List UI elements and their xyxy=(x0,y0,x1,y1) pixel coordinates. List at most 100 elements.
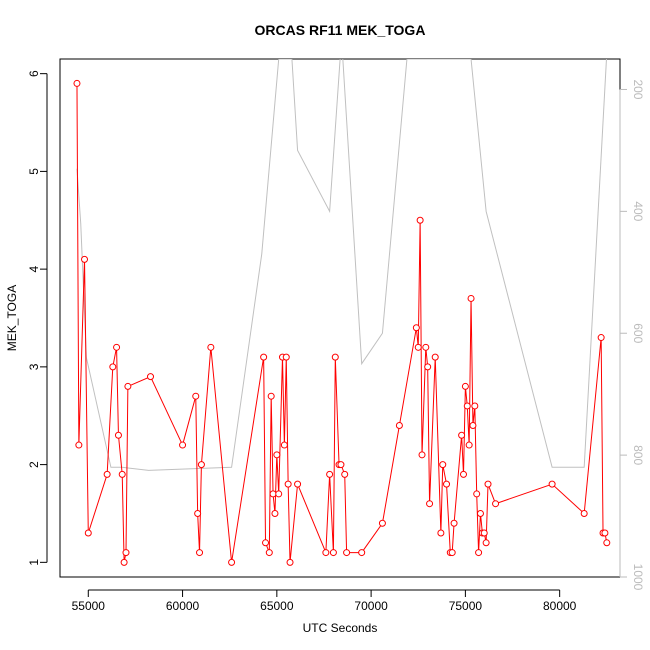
data-point xyxy=(343,549,351,557)
data-point xyxy=(450,519,458,527)
data-point xyxy=(197,461,205,469)
data-point xyxy=(267,392,275,400)
data-point xyxy=(416,216,424,224)
data-point xyxy=(196,549,204,557)
data-point xyxy=(460,470,468,478)
data-point xyxy=(84,529,92,537)
data-point xyxy=(273,451,281,459)
data-point xyxy=(271,509,279,517)
y-tick-label: 6 xyxy=(27,70,41,77)
data-point xyxy=(443,480,451,488)
y-tick-label: 5 xyxy=(27,168,41,175)
data-point xyxy=(448,549,456,557)
data-point xyxy=(275,490,283,498)
data-point xyxy=(548,480,556,488)
right-tick-label: 800 xyxy=(631,445,645,465)
plot-box xyxy=(59,58,621,578)
background-series xyxy=(76,59,607,471)
data-point xyxy=(358,549,366,557)
y-tick-label: 1 xyxy=(27,559,41,566)
data-point xyxy=(458,431,466,439)
data-point xyxy=(424,363,432,371)
data-point xyxy=(492,500,500,508)
data-point xyxy=(113,343,121,351)
data-point xyxy=(603,539,611,547)
y-tick-label: 4 xyxy=(27,265,41,272)
data-point xyxy=(412,324,420,332)
data-point xyxy=(437,529,445,537)
data-point xyxy=(326,470,334,478)
data-point xyxy=(262,539,270,547)
series-line xyxy=(76,83,608,563)
data-point xyxy=(109,363,117,371)
x-tick-label: 55000 xyxy=(72,599,106,613)
data-point xyxy=(124,382,132,390)
data-point xyxy=(484,480,492,488)
data-point xyxy=(103,470,111,478)
data-point xyxy=(480,529,488,537)
data-point xyxy=(282,353,290,361)
right-tick-label: 1000 xyxy=(631,564,645,591)
data-point xyxy=(329,549,337,557)
data-point xyxy=(580,509,588,517)
data-point xyxy=(597,334,605,342)
x-tick-label: 60000 xyxy=(166,599,200,613)
data-point xyxy=(414,343,422,351)
data-point xyxy=(120,558,128,566)
data-point xyxy=(284,480,292,488)
data-point xyxy=(378,519,386,527)
data-point xyxy=(179,441,187,449)
data-point xyxy=(269,490,277,498)
chart-title: ORCAS RF11 MEK_TOGA xyxy=(255,22,426,38)
data-point xyxy=(471,402,479,410)
data-point xyxy=(395,422,403,430)
right-tick-label: 400 xyxy=(631,201,645,221)
data-point xyxy=(75,441,83,449)
background-series-line xyxy=(76,59,607,471)
data-point xyxy=(122,549,130,557)
data-point xyxy=(418,451,426,459)
y-axis-label: MEK_TOGA xyxy=(5,285,19,351)
data-point xyxy=(280,441,288,449)
data-point xyxy=(475,549,483,557)
x-tick-label: 70000 xyxy=(354,599,388,613)
data-point xyxy=(476,509,484,517)
data-point xyxy=(465,441,473,449)
data-point xyxy=(482,539,490,547)
right-tick-label: 200 xyxy=(631,79,645,99)
x-tick-label: 65000 xyxy=(260,599,294,613)
data-point xyxy=(114,431,122,439)
data-point xyxy=(331,353,339,361)
data-point xyxy=(473,490,481,498)
data-point xyxy=(601,529,609,537)
data-point xyxy=(322,549,330,557)
data-point xyxy=(431,353,439,361)
y-tick-label: 2 xyxy=(27,461,41,468)
data-point xyxy=(81,255,89,263)
data-point xyxy=(286,558,294,566)
data-point xyxy=(422,343,430,351)
data-point xyxy=(147,373,155,381)
data-point xyxy=(294,480,302,488)
data-point xyxy=(192,392,200,400)
data-point xyxy=(439,461,447,469)
data-point xyxy=(426,500,434,508)
x-axis-label: UTC Seconds xyxy=(303,621,378,635)
data-point xyxy=(463,402,471,410)
data-point xyxy=(461,382,469,390)
data-point xyxy=(469,422,477,430)
x-tick-label: 80000 xyxy=(543,599,577,613)
data-point xyxy=(337,461,345,469)
data-point xyxy=(467,294,475,302)
data-point xyxy=(207,343,215,351)
x-axis: 55000 60000 65000 70000 75000 80000 xyxy=(72,589,577,613)
data-point xyxy=(73,79,81,87)
right-tick-label: 600 xyxy=(631,323,645,343)
data-point xyxy=(260,353,268,361)
data-point xyxy=(341,470,349,478)
data-point xyxy=(118,470,126,478)
y-tick-label: 3 xyxy=(27,363,41,370)
x-tick-label: 75000 xyxy=(449,599,483,613)
